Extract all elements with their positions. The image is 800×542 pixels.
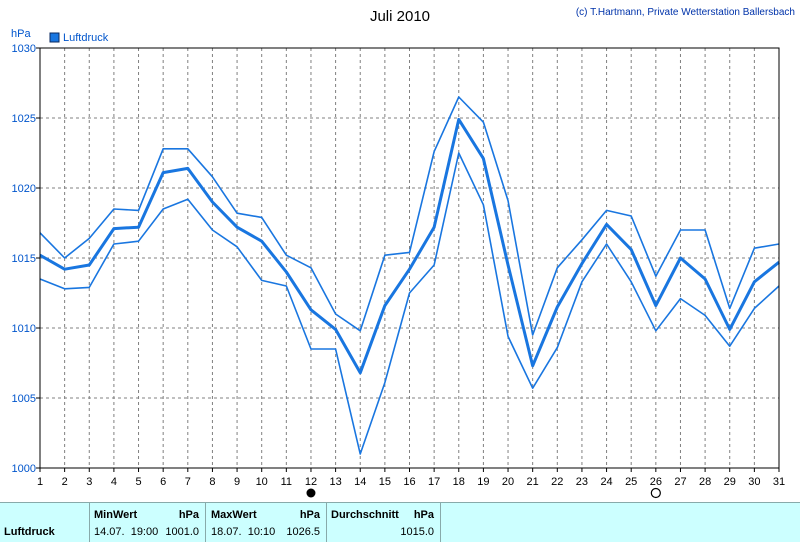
y-tick-label: 1025 xyxy=(12,113,36,125)
x-tick-label: 8 xyxy=(209,476,215,488)
stats-row-label: Luftdruck xyxy=(4,526,55,538)
x-tick-label: 13 xyxy=(329,476,341,488)
x-tick-label: 24 xyxy=(600,476,612,488)
legend-swatch xyxy=(49,32,60,43)
x-tick-label: 27 xyxy=(674,476,686,488)
y-tick-label: 1015 xyxy=(12,253,36,265)
x-tick-label: 18 xyxy=(453,476,465,488)
y-tick-label: 1010 xyxy=(12,323,36,335)
x-tick-label: 16 xyxy=(403,476,415,488)
day-markers xyxy=(306,487,661,499)
grid xyxy=(40,48,779,468)
y-tick-label: 1020 xyxy=(12,183,36,195)
copyright-label: (c) T.Hartmann, Private Wetterstation Ba… xyxy=(576,7,795,18)
stats-panel: Luftdruck MinWert hPa 14.07. 19:00 1001.… xyxy=(0,502,800,542)
x-tick-label: 14 xyxy=(354,476,366,488)
x-tick-label: 11 xyxy=(281,476,292,488)
x-tick-label: 19 xyxy=(477,476,489,488)
x-tick-label: 5 xyxy=(135,476,141,488)
legend-label: Luftdruck xyxy=(63,32,109,44)
x-tick-label: 25 xyxy=(625,476,637,488)
stats-row-label-cell: Luftdruck xyxy=(0,503,90,542)
max-label: MaxWert xyxy=(211,509,257,521)
min-cell: MinWert hPa 14.07. 19:00 1001.0 xyxy=(90,503,206,542)
day-marker-open xyxy=(650,487,661,499)
x-tick-label: 7 xyxy=(185,476,191,488)
x-tick-label: 21 xyxy=(527,476,539,488)
x-tick-label: 4 xyxy=(111,476,117,488)
max-value: 1026.5 xyxy=(286,526,320,538)
series-line-mean xyxy=(39,117,780,375)
x-tick-label: 9 xyxy=(234,476,240,488)
x-tick-label: 31 xyxy=(773,476,785,488)
avg-value: 1015.0 xyxy=(400,526,434,538)
x-tick-label: 30 xyxy=(748,476,760,488)
max-time: 18.07. 10:10 xyxy=(211,526,276,538)
x-tick-label: 22 xyxy=(551,476,563,488)
x-tick-label: 1 xyxy=(37,476,43,488)
day-marker-filled xyxy=(306,488,316,498)
x-tick-label: 3 xyxy=(86,476,92,488)
avg-cell: Durchschnitt hPa 1015.0 xyxy=(327,503,441,542)
avg-label: Durchschnitt xyxy=(331,509,399,521)
x-tick-label: 23 xyxy=(576,476,588,488)
x-tick-label: 2 xyxy=(62,476,68,488)
x-tick-label: 10 xyxy=(256,476,268,488)
avg-unit: hPa xyxy=(413,509,434,521)
x-tick-label: 15 xyxy=(379,476,391,488)
y-tick-label: 1030 xyxy=(12,43,36,55)
x-tick-label: 6 xyxy=(160,476,166,488)
min-unit: hPa xyxy=(178,509,199,521)
x-tick-label: 12 xyxy=(305,476,317,488)
series-group xyxy=(39,96,780,455)
x-tick-label: 17 xyxy=(428,476,440,488)
y-tick-label: 1005 xyxy=(12,393,36,405)
min-label: MinWert xyxy=(94,509,138,521)
min-time: 14.07. 19:00 xyxy=(94,526,159,538)
series-line-min xyxy=(39,152,780,455)
y-tick-label: 1000 xyxy=(12,463,36,475)
y-axis-label: hPa xyxy=(11,28,31,40)
max-cell: MaxWert hPa 18.07. 10:10 1026.5 xyxy=(206,503,327,542)
x-tick-label: 20 xyxy=(502,476,514,488)
max-unit: hPa xyxy=(299,509,320,521)
series-line-max xyxy=(39,96,780,336)
min-value: 1001.0 xyxy=(165,526,199,538)
x-tick-label: 28 xyxy=(699,476,711,488)
x-tick-label: 26 xyxy=(650,476,662,488)
x-tick-label: 29 xyxy=(724,476,736,488)
chart-title: Juli 2010 xyxy=(370,8,430,25)
